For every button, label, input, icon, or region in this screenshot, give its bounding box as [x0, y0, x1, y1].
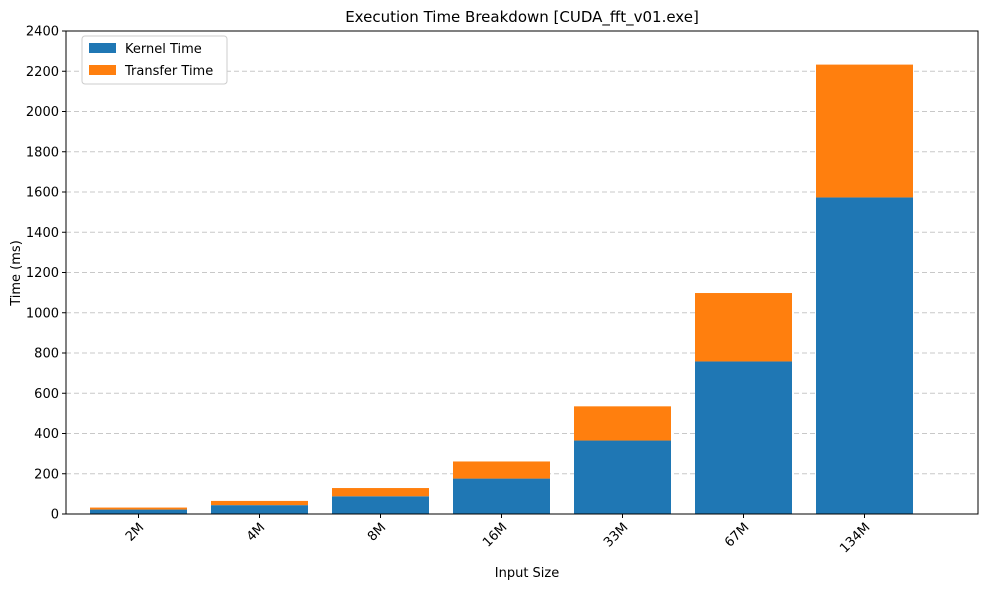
bar-transfer-time-67m [695, 293, 792, 362]
bar-transfer-time-16m [453, 461, 550, 479]
x-tick-label-134m: 134M [837, 520, 873, 556]
y-axis-label: Time (ms) [9, 240, 24, 307]
y-tick-label: 1400 [26, 226, 59, 241]
y-tick-label: 800 [34, 347, 59, 362]
legend-swatch-kernel-time [89, 43, 116, 53]
y-tick-label: 400 [34, 427, 59, 442]
bar-transfer-time-33m [574, 406, 671, 441]
legend: Kernel Time Transfer Time [81, 35, 228, 85]
legend-label-kernel-time: Kernel Time [125, 42, 202, 57]
y-tick-label: 0 [51, 508, 59, 523]
bar-kernel-time-8m [332, 496, 429, 514]
y-tick-label: 2000 [26, 105, 59, 120]
y-tick-label: 2200 [26, 65, 59, 80]
bar-transfer-time-8m [332, 488, 429, 497]
bar-transfer-time-2m [90, 507, 187, 510]
y-tick-label: 200 [34, 467, 59, 482]
x-tick-label-67m: 67M [722, 520, 752, 550]
y-tick-label: 1000 [26, 306, 59, 321]
bar-kernel-time-4m [211, 505, 308, 514]
x-axis-label: Input Size [495, 566, 559, 581]
bar-kernel-time-134m [816, 197, 913, 514]
bar-transfer-time-134m [816, 64, 913, 198]
legend-swatch-transfer-time [89, 65, 116, 75]
x-tick-label-33m: 33M [601, 520, 631, 550]
x-axis: 2M 4M 8M 16M 33M 67M 134M [123, 514, 873, 556]
x-tick-label-2m: 2M [123, 520, 147, 544]
y-axis: 0 200 400 600 800 1000 1200 1400 1600 1800 2000 220… [26, 25, 66, 523]
y-tick-label: 1200 [26, 266, 59, 281]
bars [90, 64, 913, 514]
y-tick-label: 2400 [26, 25, 59, 40]
bar-transfer-time-4m [211, 500, 308, 506]
y-tick-label: 1600 [26, 186, 59, 201]
bar-kernel-time-33m [574, 440, 671, 514]
bar-kernel-time-16m [453, 478, 550, 514]
y-tick-label: 600 [34, 387, 59, 402]
legend-label-transfer-time: Transfer Time [124, 64, 213, 79]
x-tick-label-8m: 8M [365, 520, 389, 544]
bar-kernel-time-67m [695, 361, 792, 514]
x-tick-label-4m: 4M [244, 520, 268, 544]
y-tick-label: 1800 [26, 145, 59, 160]
x-tick-label-16m: 16M [480, 520, 510, 550]
chart-title: Execution Time Breakdown [CUDA_fft_v01.e… [345, 8, 699, 27]
bar-kernel-time-2m [90, 509, 187, 514]
legend-box [81, 35, 228, 85]
